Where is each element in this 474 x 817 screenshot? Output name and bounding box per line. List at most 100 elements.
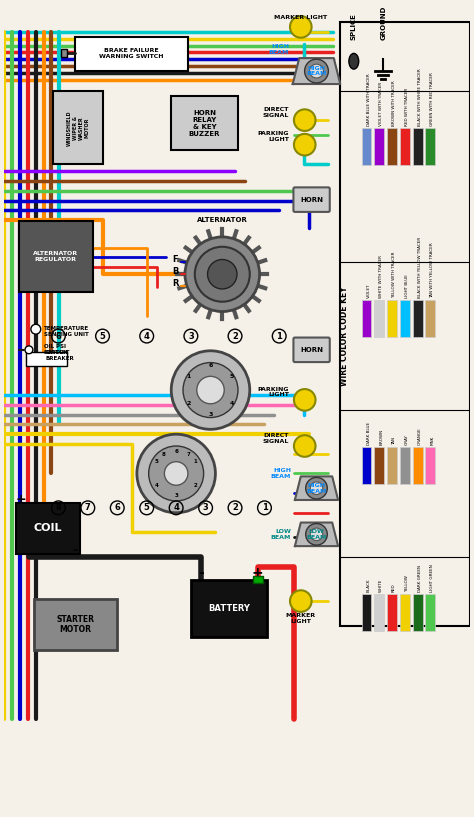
Text: 1: 1 xyxy=(262,503,267,512)
Text: 5: 5 xyxy=(144,503,150,512)
Text: 1: 1 xyxy=(187,374,191,379)
Text: LOW
BEAM: LOW BEAM xyxy=(271,529,291,540)
Bar xyxy=(387,447,397,484)
Text: BATTERY: BATTERY xyxy=(208,605,250,614)
Text: 4: 4 xyxy=(230,401,234,406)
Polygon shape xyxy=(295,523,338,546)
Polygon shape xyxy=(295,476,338,500)
Text: BROWN: BROWN xyxy=(379,429,383,445)
Circle shape xyxy=(197,377,224,404)
Bar xyxy=(400,594,410,632)
Text: HORN: HORN xyxy=(300,346,323,353)
Bar xyxy=(374,594,384,632)
Text: 3: 3 xyxy=(208,412,213,417)
Circle shape xyxy=(290,16,311,38)
Bar xyxy=(413,128,422,165)
Bar xyxy=(34,599,117,650)
Text: HORN: HORN xyxy=(300,197,323,203)
Text: HIGH
BEAM: HIGH BEAM xyxy=(271,468,291,479)
Bar xyxy=(426,128,435,165)
Text: BLACK WITH WHITE TRACER: BLACK WITH WHITE TRACER xyxy=(418,69,421,126)
Text: WINDSHIELD
WIPER &
WASHER
MOTOR: WINDSHIELD WIPER & WASHER MOTOR xyxy=(67,110,89,145)
Text: WHITE WITH TRACER: WHITE WITH TRACER xyxy=(379,255,383,297)
Text: ORANGE: ORANGE xyxy=(418,427,421,445)
Text: 5: 5 xyxy=(155,458,159,463)
Text: HIGH
BEAM: HIGH BEAM xyxy=(269,44,289,55)
Text: GRAY: GRAY xyxy=(405,434,409,445)
Text: 8: 8 xyxy=(162,452,166,457)
Text: MARKER LIGHT: MARKER LIGHT xyxy=(274,16,328,20)
Bar xyxy=(387,300,397,337)
Text: TAN WITH YELLOW TRACER: TAN WITH YELLOW TRACER xyxy=(430,242,434,297)
Bar xyxy=(54,91,102,164)
Text: LIGHT BLUE: LIGHT BLUE xyxy=(405,274,409,297)
Circle shape xyxy=(305,59,328,83)
Bar xyxy=(75,37,188,71)
Text: 5: 5 xyxy=(100,332,106,341)
Text: VIOLET WITH TRACER: VIOLET WITH TRACER xyxy=(379,82,383,126)
Text: RED WITH TRACER: RED WITH TRACER xyxy=(405,87,409,126)
Polygon shape xyxy=(293,58,340,84)
Text: VIOLET: VIOLET xyxy=(366,283,371,297)
Text: PINK: PINK xyxy=(430,435,434,445)
Text: 4: 4 xyxy=(144,332,150,341)
Bar xyxy=(387,594,397,632)
Circle shape xyxy=(195,247,250,301)
Circle shape xyxy=(310,528,323,541)
Text: RED: RED xyxy=(392,583,396,592)
Circle shape xyxy=(25,346,33,354)
Text: COIL: COIL xyxy=(33,524,62,534)
Circle shape xyxy=(185,237,260,311)
Bar xyxy=(413,594,422,632)
Text: BLACK: BLACK xyxy=(366,578,371,592)
Bar xyxy=(171,96,238,150)
Bar xyxy=(400,447,410,484)
Bar xyxy=(191,580,267,637)
Text: 2: 2 xyxy=(232,332,238,341)
Bar xyxy=(413,447,422,484)
Bar xyxy=(374,447,384,484)
Text: 6: 6 xyxy=(114,503,120,512)
Bar xyxy=(426,447,435,484)
Text: 3: 3 xyxy=(188,332,194,341)
Text: YELLOW: YELLOW xyxy=(405,575,409,592)
Text: DIRECT
SIGNAL: DIRECT SIGNAL xyxy=(263,433,289,444)
Text: HIGH
BEAM: HIGH BEAM xyxy=(306,65,327,77)
FancyBboxPatch shape xyxy=(293,337,330,362)
Text: 7: 7 xyxy=(85,503,91,512)
Bar xyxy=(362,447,372,484)
Circle shape xyxy=(183,363,238,417)
Text: PARKING
LIGHT: PARKING LIGHT xyxy=(257,386,289,397)
Text: PARKING
LIGHT: PARKING LIGHT xyxy=(257,132,289,142)
Bar xyxy=(400,128,410,165)
Text: WIRE COLOR CODE KEY: WIRE COLOR CODE KEY xyxy=(340,286,349,386)
Circle shape xyxy=(294,389,316,411)
Text: GROUND: GROUND xyxy=(380,5,386,40)
Text: HORN
RELAY
& KEY
BUZZER: HORN RELAY & KEY BUZZER xyxy=(189,109,220,136)
Bar xyxy=(26,352,67,367)
Text: +: + xyxy=(252,565,264,579)
Text: 3: 3 xyxy=(203,503,209,512)
Circle shape xyxy=(310,482,323,494)
Text: DARK BLUE WITH TRACER: DARK BLUE WITH TRACER xyxy=(366,74,371,126)
Bar xyxy=(340,22,470,626)
Bar xyxy=(374,128,384,165)
Bar xyxy=(253,575,263,583)
Text: DARK GREEN: DARK GREEN xyxy=(418,565,421,592)
Text: DIRECT
SIGNAL: DIRECT SIGNAL xyxy=(263,107,289,118)
Text: -: - xyxy=(73,544,78,557)
Circle shape xyxy=(294,435,316,457)
Text: TEMPERATURE
SENDING UNIT: TEMPERATURE SENDING UNIT xyxy=(44,326,89,337)
Bar xyxy=(413,300,422,337)
Text: -: - xyxy=(198,565,203,579)
Bar xyxy=(16,503,80,554)
Text: 6: 6 xyxy=(55,332,61,341)
Bar xyxy=(61,50,67,57)
Bar xyxy=(362,128,372,165)
Text: 1: 1 xyxy=(194,458,198,463)
Text: DARK BLUE: DARK BLUE xyxy=(366,422,371,445)
Text: SPLICE: SPLICE xyxy=(351,13,357,40)
Circle shape xyxy=(171,350,250,429)
Text: 4: 4 xyxy=(155,484,159,489)
Text: MARKER
LIGHT: MARKER LIGHT xyxy=(286,613,316,623)
